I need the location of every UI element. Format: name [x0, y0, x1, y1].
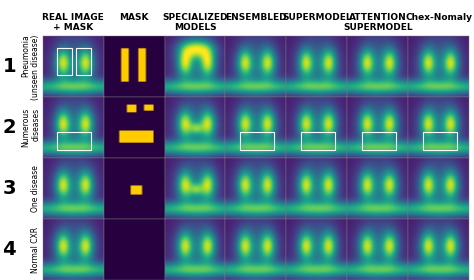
Bar — [423, 132, 457, 150]
Bar — [362, 132, 396, 150]
Bar — [57, 48, 72, 75]
Text: Numerous
diseases: Numerous diseases — [21, 108, 40, 147]
Text: Pneumonia
(unseen disease): Pneumonia (unseen disease) — [21, 34, 40, 99]
Text: 4: 4 — [2, 240, 16, 259]
Text: MASK: MASK — [119, 13, 149, 22]
Text: ENSEMBLED: ENSEMBLED — [225, 13, 287, 22]
Text: SUPERMODEL: SUPERMODEL — [282, 13, 352, 22]
Text: 3: 3 — [2, 179, 16, 198]
Text: ATTENTION
SUPERMODEL: ATTENTION SUPERMODEL — [343, 13, 413, 32]
Text: Normal CXR: Normal CXR — [31, 227, 40, 273]
Bar — [240, 132, 274, 150]
Text: REAL IMAGE
+ MASK: REAL IMAGE + MASK — [42, 13, 104, 32]
Text: 2: 2 — [2, 118, 16, 137]
Bar — [76, 48, 91, 75]
Text: Chex-Nomaly: Chex-Nomaly — [405, 13, 472, 22]
Bar — [57, 132, 91, 150]
Bar — [301, 132, 335, 150]
Text: 1: 1 — [2, 57, 16, 76]
Text: One disease: One disease — [31, 165, 40, 212]
Text: SPECIALIZED
MODELS: SPECIALIZED MODELS — [162, 13, 228, 32]
